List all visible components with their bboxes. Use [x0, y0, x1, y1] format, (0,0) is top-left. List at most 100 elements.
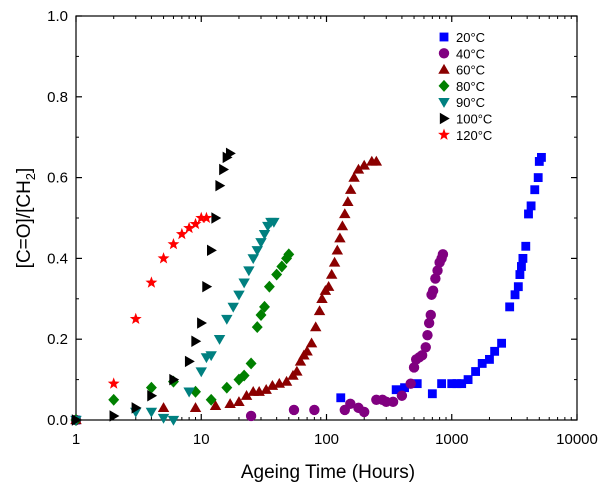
data-point: [108, 393, 120, 406]
data-point: [240, 390, 253, 400]
data-point: [245, 410, 257, 422]
data-point: [497, 338, 507, 348]
data-point: [305, 337, 318, 348]
data-point: [268, 217, 280, 228]
plot-frame: [75, 15, 578, 421]
data-point: [309, 321, 322, 332]
legend-marker: [439, 112, 450, 125]
data-point: [175, 227, 188, 240]
data-point: [200, 211, 213, 224]
data-point: [437, 379, 447, 389]
data-point: [339, 208, 351, 219]
series-4: [70, 217, 280, 426]
data-point: [71, 414, 82, 426]
data-point: [205, 393, 217, 406]
x-tick-label: 100: [314, 431, 339, 448]
y-axis-label-end: ]: [14, 168, 35, 173]
data-point: [427, 389, 437, 399]
data-point: [129, 312, 142, 325]
data-point: [221, 381, 233, 394]
data-point: [227, 302, 239, 313]
legend-label: 40°C: [456, 46, 485, 61]
data-point: [334, 232, 346, 243]
legend-marker: [438, 128, 450, 140]
data-point: [505, 302, 515, 312]
data-point: [213, 335, 226, 345]
data-point: [316, 293, 328, 303]
data-point: [183, 221, 196, 234]
data-point: [521, 241, 531, 251]
data-point: [526, 201, 536, 211]
data-point: [391, 385, 401, 395]
data-point: [432, 265, 443, 276]
x-tick-label: 10000: [556, 431, 598, 448]
data-point: [283, 248, 295, 261]
data-point: [190, 385, 201, 398]
data-point: [348, 171, 360, 182]
data-point: [425, 309, 436, 321]
data-point: [195, 211, 208, 224]
data-point: [325, 268, 338, 279]
legend-label: 100°C: [456, 112, 492, 127]
data-point: [255, 238, 267, 248]
series-6: [107, 211, 213, 389]
x-axis: 1 10 100 1000 10000: [72, 16, 598, 448]
data-point: [147, 390, 158, 402]
legend-label: 20°C: [456, 30, 485, 45]
data-point: [245, 357, 257, 370]
data-point: [281, 252, 293, 265]
data-point: [145, 381, 157, 394]
legend-marker: [439, 32, 449, 42]
data-point: [400, 383, 409, 393]
data-point: [345, 398, 356, 410]
data-point: [205, 351, 217, 362]
data-point: [233, 373, 245, 386]
data-point: [477, 359, 487, 368]
data-point: [280, 375, 293, 386]
y-tick-label: 0.6: [47, 170, 68, 187]
data-point: [344, 184, 357, 194]
data-point: [233, 396, 245, 406]
data-point: [370, 155, 383, 166]
data-point: [336, 220, 349, 231]
data-point: [224, 398, 236, 408]
legend-label: 120°C: [456, 128, 492, 143]
data-point: [271, 268, 283, 281]
data-point: [225, 147, 236, 160]
data-point: [517, 262, 526, 271]
data-point: [211, 212, 222, 224]
data-point: [189, 402, 202, 413]
data-point: [288, 404, 300, 416]
data-point: [422, 329, 433, 341]
y-tick-label: 0.8: [47, 89, 68, 106]
data-point: [238, 278, 250, 289]
data-point: [247, 254, 259, 265]
data-point: [416, 350, 428, 361]
data-point: [352, 163, 365, 174]
data-point: [301, 345, 313, 356]
data-point: [490, 346, 500, 356]
x-axis-label: Ageing Time (Hours): [241, 462, 415, 483]
data-point: [202, 280, 213, 293]
data-point: [109, 410, 120, 422]
data-point: [258, 230, 271, 240]
data-point: [189, 217, 202, 230]
data-point: [396, 390, 408, 401]
legend-marker: [438, 63, 450, 74]
data-point: [530, 185, 540, 195]
legend-marker: [438, 98, 450, 108]
data-point: [485, 354, 494, 364]
legend-label: 80°C: [456, 79, 485, 94]
data-point: [405, 378, 416, 389]
x-tick-label: 10: [193, 431, 210, 448]
data-point: [420, 342, 431, 353]
y-tick-label: 0.2: [47, 331, 68, 348]
data-point: [259, 300, 270, 313]
x-tick-label: 1: [72, 431, 80, 448]
legend-label: 90°C: [456, 95, 485, 110]
data-point: [276, 260, 288, 273]
y-axis-label-subscript: 2: [23, 173, 38, 180]
data-point: [157, 402, 170, 413]
